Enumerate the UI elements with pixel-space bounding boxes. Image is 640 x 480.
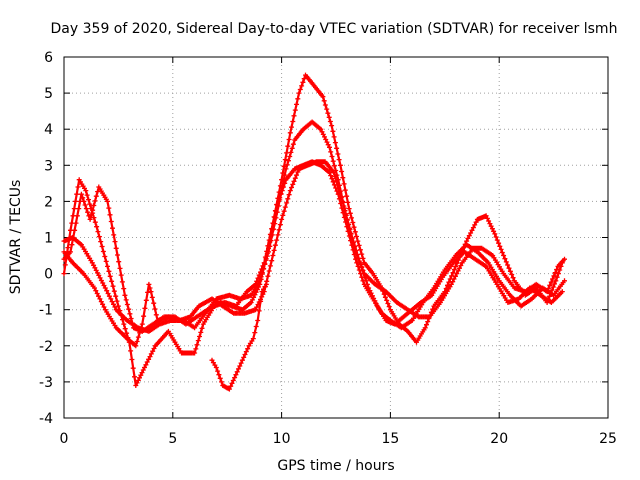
y-tick-label: -1 [39,303,53,319]
series-markers [209,281,269,392]
series-markers [61,159,567,334]
y-tick-label: 6 [44,50,53,66]
y-tick-label: 2 [44,194,53,210]
y-tick-label: 0 [44,267,53,283]
y-tick-label: 4 [44,122,53,138]
x-tick-label: 10 [273,431,291,447]
x-tick-label: 0 [60,431,69,447]
y-tick-label: -3 [39,375,53,391]
x-tick-label: 15 [381,431,399,447]
x-tick-label: 20 [490,431,508,447]
y-tick-label: 1 [44,231,53,247]
x-axis-label: GPS time / hours [277,458,394,474]
tick-label-layer: 0 5 10 15 20 25 -4 -3 -2 -1 0 1 2 3 4 5 6 [39,50,617,447]
y-tick-label: -2 [39,339,53,355]
series-trace [62,160,566,333]
chart-title: Day 359 of 2020, Sidereal Day-to-day VTE… [51,21,618,37]
series-markers [61,159,565,349]
x-tick-label: 5 [168,431,177,447]
series-satellite-track-3 [61,159,567,334]
y-tick-label: -4 [39,411,53,427]
y-tick-label: 3 [44,158,53,174]
y-axis-label: SDTVAR / TECUs [8,180,24,295]
series-satellite-track-4 [61,159,565,349]
y-tick-label: 5 [44,86,53,102]
series-layer [61,72,567,392]
series-satellite-track-5 [209,281,269,392]
x-tick-label: 25 [599,431,617,447]
tick-layer [63,56,609,419]
